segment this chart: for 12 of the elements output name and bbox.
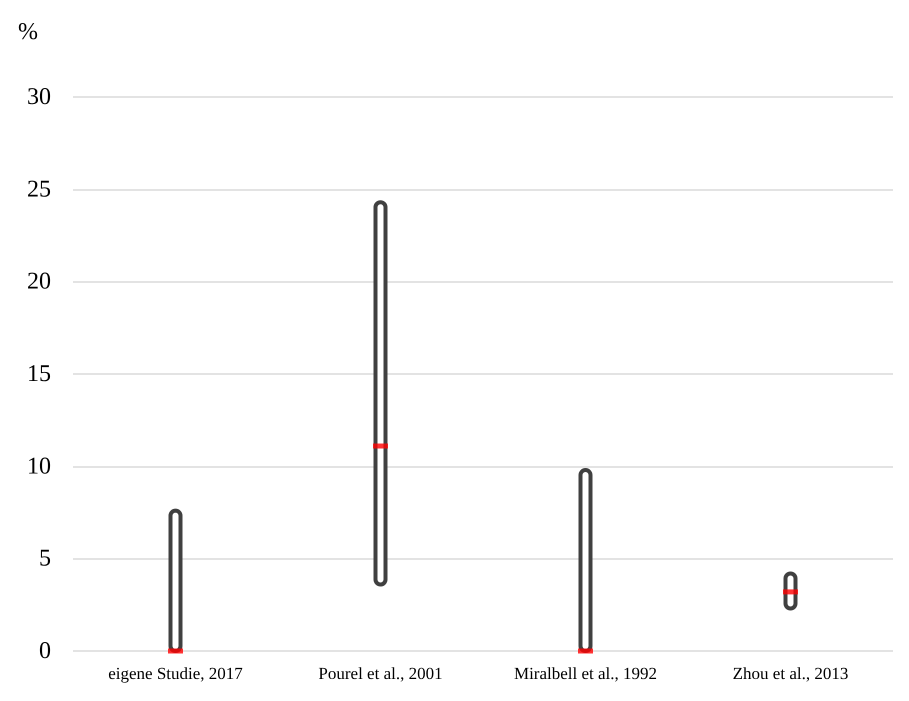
y-tick-label: 15 (27, 361, 51, 387)
y-axis-title: % (18, 19, 38, 45)
y-tick-label: 30 (27, 84, 51, 110)
y-tick-label: 5 (39, 546, 51, 572)
y-tick-label: 20 (27, 268, 51, 295)
x-tick-label: eigene Studie, 2017 (108, 664, 244, 683)
x-tick-label: Miralbell et al., 1992 (514, 664, 658, 683)
y-tick-label: 0 (39, 638, 51, 664)
x-tick-label: Pourel et al., 2001 (318, 664, 443, 683)
y-tick-label: 25 (27, 176, 51, 202)
x-tick-label: Zhou et al., 2013 (732, 664, 848, 683)
y-tick-label: 10 (27, 453, 51, 480)
